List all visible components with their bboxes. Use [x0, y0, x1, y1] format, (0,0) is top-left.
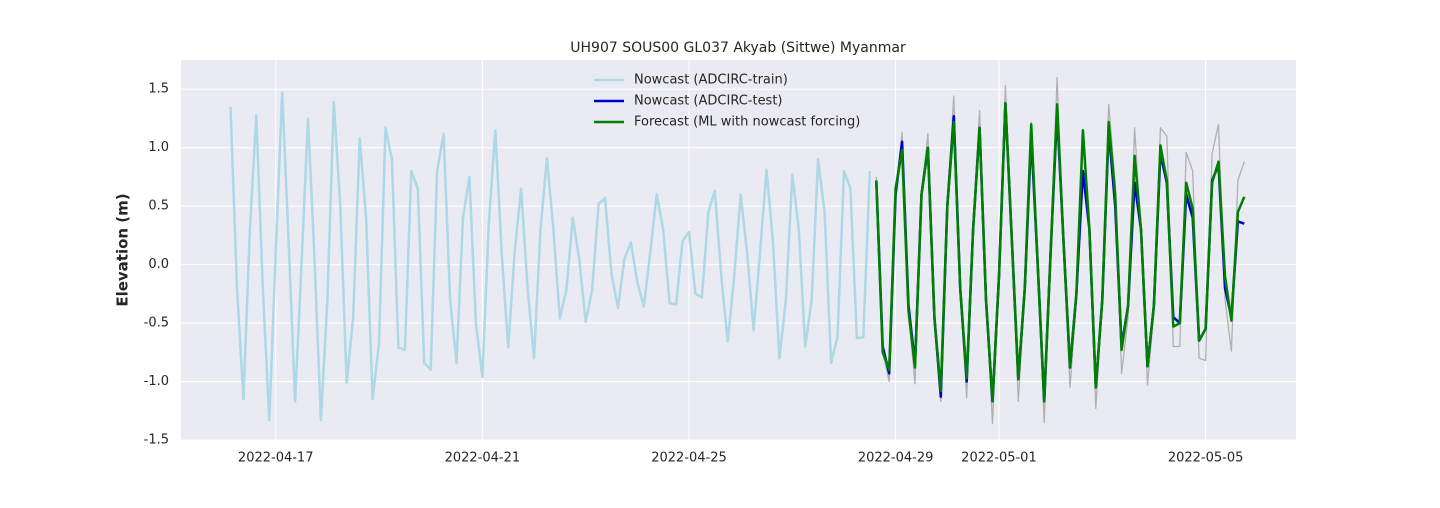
y-tick-label: 0.0	[148, 257, 169, 272]
y-axis-label: Elevation (m)	[114, 193, 132, 306]
y-tick-label: 1.0	[148, 140, 169, 155]
legend: Nowcast (ADCIRC-train) Nowcast (ADCIRC-te…	[594, 73, 860, 130]
grid	[181, 60, 1296, 441]
x-tick-label: 2022-04-29	[858, 451, 934, 466]
legend-label: Forecast (ML with nowcast forcing)	[634, 115, 860, 130]
x-tick-label: 2022-05-01	[961, 451, 1037, 466]
series-line	[229, 91, 872, 422]
x-tick-label: 2022-04-21	[445, 451, 521, 466]
legend-label: Nowcast (ADCIRC-test)	[634, 94, 783, 109]
y-tick-label: 1.5	[148, 82, 169, 97]
x-tick-label: 2022-04-17	[238, 451, 314, 466]
chart-title: UH907 SOUS00 GL037 Akyab (Sittwe) Myanma…	[570, 40, 906, 56]
x-tick-label: 2022-05-05	[1168, 451, 1244, 466]
y-tick-label: -1.0	[144, 374, 169, 389]
x-tick-label: 2022-04-25	[651, 451, 727, 466]
y-tick-label: 0.5	[148, 199, 169, 214]
series-line	[875, 102, 1246, 403]
legend-label: Nowcast (ADCIRC-train)	[634, 73, 788, 88]
y-tick-label: -0.5	[144, 316, 169, 331]
y-tick-label: -1.5	[144, 433, 169, 448]
